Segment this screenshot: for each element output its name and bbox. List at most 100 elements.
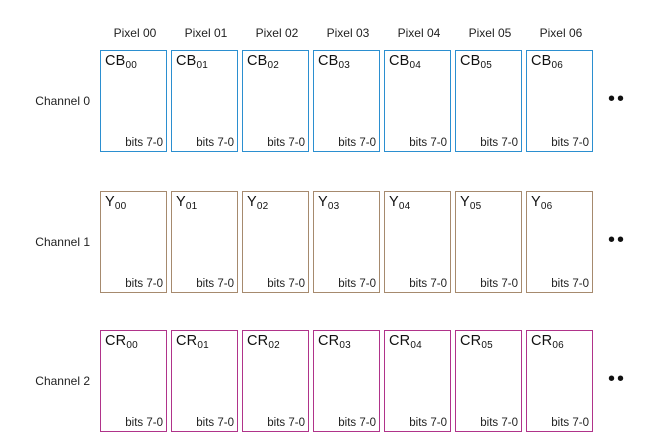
cell-name: CR04 (389, 333, 422, 351)
cell-bits-label: bits 7-0 (409, 137, 447, 149)
pixel-cell: Y02 bits 7-0 (242, 191, 309, 293)
cell-bits-label: bits 7-0 (125, 278, 163, 290)
cell-name-base: CB (389, 53, 410, 69)
pixel-cell: CB06 bits 7-0 (526, 50, 593, 152)
cell-bits-label: bits 7-0 (551, 278, 589, 290)
cell-name-subscript: 05 (481, 340, 493, 351)
cell-name-subscript: 05 (480, 60, 493, 71)
pixel-cell: Y03 bits 7-0 (313, 191, 380, 293)
cell-bits-label: bits 7-0 (409, 278, 447, 290)
cell-name-subscript: 00 (114, 201, 127, 212)
cell-name-subscript: 06 (551, 60, 564, 71)
cell-name-subscript: 00 (125, 60, 138, 71)
cell-bits-label: bits 7-0 (267, 137, 305, 149)
cell-name-base: CB (460, 53, 481, 69)
cell-bits-label: bits 7-0 (409, 417, 447, 429)
pixel-cell: CB03 bits 7-0 (313, 50, 380, 152)
cell-name: Y05 (460, 194, 481, 212)
cell-name-subscript: 06 (552, 340, 564, 351)
pixel-cell: CB04 bits 7-0 (384, 50, 451, 152)
cell-name-subscript: 04 (409, 60, 422, 71)
cell-name-base: CR (460, 333, 482, 349)
cell-name: CB05 (460, 53, 492, 71)
cell-name: CB00 (105, 53, 137, 71)
pixel-cell: CR00 bits 7-0 (100, 330, 167, 432)
cell-name: Y00 (105, 194, 126, 212)
cell-name: CB06 (531, 53, 563, 71)
cell-name-base: CB (176, 53, 197, 69)
pixel-cell: Y01 bits 7-0 (171, 191, 238, 293)
cell-name-subscript: 03 (338, 60, 351, 71)
cell-name: CR03 (318, 333, 351, 351)
cell-name: CB04 (389, 53, 421, 71)
pixel-header-03: Pixel 03 (326, 26, 370, 40)
cell-name-subscript: 01 (185, 201, 198, 212)
cell-name-base: CB (531, 53, 552, 69)
pixel-header-00: Pixel 00 (113, 26, 157, 40)
continuation-ellipsis: •• (608, 368, 627, 390)
cell-name-base: CB (318, 53, 339, 69)
cell-bits-label: bits 7-0 (196, 278, 234, 290)
cell-name-base: CB (105, 53, 126, 69)
cell-name-subscript: 01 (197, 340, 209, 351)
cell-name-base: Y (531, 194, 541, 210)
cell-name: Y02 (247, 194, 268, 212)
cell-name-base: CR (105, 333, 127, 349)
cell-name-subscript: 04 (398, 201, 411, 212)
cell-name-base: CR (176, 333, 198, 349)
pixel-cell: CB01 bits 7-0 (171, 50, 238, 152)
cell-name: CB03 (318, 53, 350, 71)
pixel-cell: Y05 bits 7-0 (455, 191, 522, 293)
cell-name: Y01 (176, 194, 197, 212)
pixel-cell: CR02 bits 7-0 (242, 330, 309, 432)
cell-name: CR02 (247, 333, 280, 351)
cell-bits-label: bits 7-0 (196, 417, 234, 429)
cell-name-base: Y (389, 194, 399, 210)
cell-bits-label: bits 7-0 (338, 278, 376, 290)
pixel-cell: CR01 bits 7-0 (171, 330, 238, 432)
cell-name-base: CR (247, 333, 269, 349)
cell-name: CR06 (531, 333, 564, 351)
cell-name-subscript: 04 (410, 340, 422, 351)
cell-name-subscript: 02 (256, 201, 269, 212)
pixel-cell: CB05 bits 7-0 (455, 50, 522, 152)
cell-name: Y04 (389, 194, 410, 212)
cell-name-base: CR (318, 333, 340, 349)
cell-name-base: Y (247, 194, 257, 210)
pixel-header-02: Pixel 02 (255, 26, 299, 40)
cell-bits-label: bits 7-0 (551, 417, 589, 429)
cell-name: CB02 (247, 53, 279, 71)
cell-bits-label: bits 7-0 (480, 278, 518, 290)
cell-name: CR00 (105, 333, 138, 351)
cell-bits-label: bits 7-0 (480, 417, 518, 429)
pixel-cell: CR03 bits 7-0 (313, 330, 380, 432)
pixel-cell: CB00 bits 7-0 (100, 50, 167, 152)
pixel-cell: CR04 bits 7-0 (384, 330, 451, 432)
pixel-cell: CB02 bits 7-0 (242, 50, 309, 152)
pixel-header-05: Pixel 05 (468, 26, 512, 40)
cell-name: CR01 (176, 333, 209, 351)
cell-name-base: Y (105, 194, 115, 210)
pixel-header-01: Pixel 01 (184, 26, 228, 40)
cell-name-subscript: 06 (540, 201, 553, 212)
cell-bits-label: bits 7-0 (338, 417, 376, 429)
cell-name-subscript: 03 (339, 340, 351, 351)
pixel-cell: CR06 bits 7-0 (526, 330, 593, 432)
cell-bits-label: bits 7-0 (267, 278, 305, 290)
pixel-cell: Y06 bits 7-0 (526, 191, 593, 293)
pixel-cell: CR05 bits 7-0 (455, 330, 522, 432)
cell-name-base: CR (389, 333, 411, 349)
cell-name: CR05 (460, 333, 493, 351)
cell-name-subscript: 02 (267, 60, 280, 71)
pixel-header-06: Pixel 06 (539, 26, 583, 40)
cell-bits-label: bits 7-0 (125, 417, 163, 429)
cell-bits-label: bits 7-0 (480, 137, 518, 149)
channel-label: Channel 0 (35, 94, 90, 108)
cell-name-subscript: 05 (469, 201, 482, 212)
cell-bits-label: bits 7-0 (551, 137, 589, 149)
cell-name: CB01 (176, 53, 208, 71)
cell-name: Y06 (531, 194, 552, 212)
continuation-ellipsis: •• (608, 229, 627, 251)
cell-name-base: Y (176, 194, 186, 210)
cell-bits-label: bits 7-0 (267, 417, 305, 429)
